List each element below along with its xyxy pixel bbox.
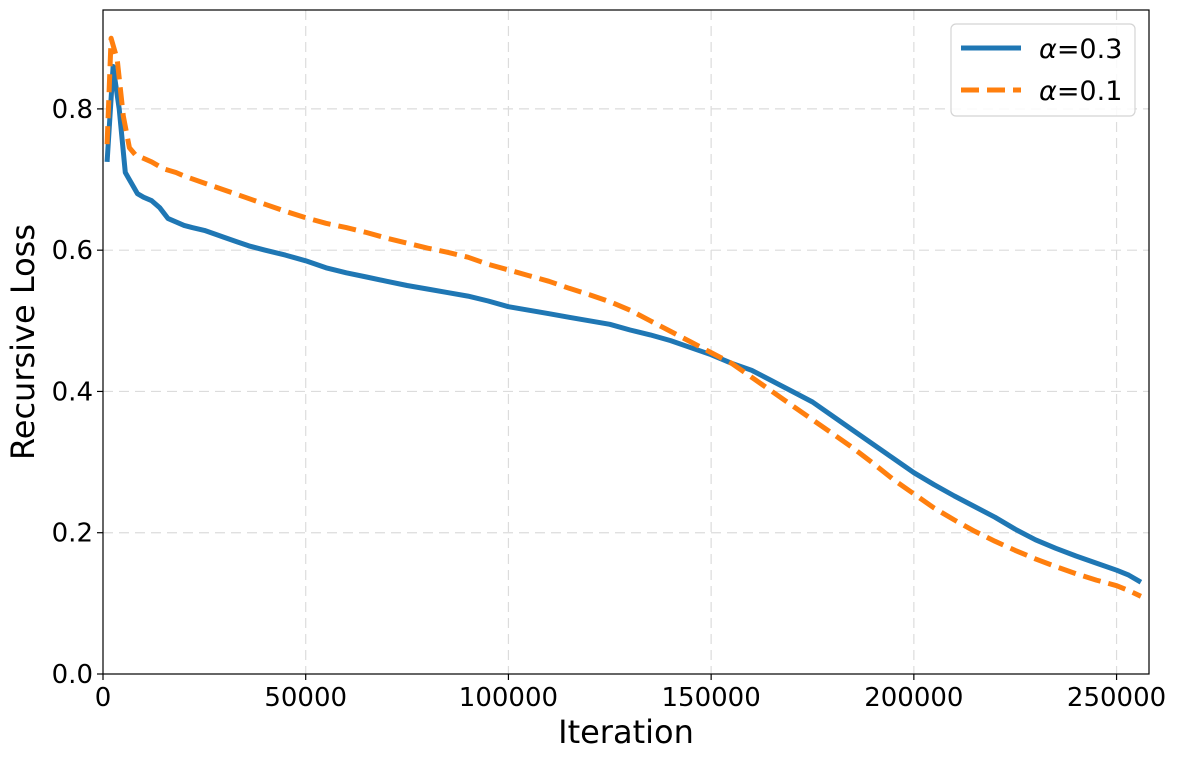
plot-frame <box>102 9 1150 675</box>
y-tick-label-0: 0.0 <box>52 660 93 690</box>
series-line-0 <box>104 64 1143 585</box>
y-tick-label-1: 0.2 <box>52 519 93 549</box>
legend-symbol-0: α <box>1039 34 1057 65</box>
y-axis-title: Recursive Loss <box>4 224 42 460</box>
x-tick-label-0: 0 <box>95 683 112 713</box>
y-tick-label-3: 0.6 <box>52 236 93 266</box>
legend-symbol-1: α <box>1039 76 1057 107</box>
legend-value-0: =0.3 <box>1057 34 1123 65</box>
series-line-1 <box>104 35 1142 599</box>
legend-label-1: α=0.1 <box>1039 76 1122 107</box>
x-axis-title: Iteration <box>558 713 694 751</box>
x-tick-label-3: 150000 <box>662 683 761 713</box>
series-lines <box>104 35 1143 599</box>
y-tick-label-2: 0.4 <box>52 377 93 407</box>
legend: α=0.3α=0.1 <box>950 23 1136 117</box>
x-tick-label-2: 100000 <box>459 683 558 713</box>
y-tick-label-4: 0.8 <box>52 95 93 125</box>
axis-ticks: 0 50000 100000 150000 200000 250000 0.0 0.2 0.4 0… <box>52 95 1167 713</box>
x-tick-label-1: 50000 <box>264 683 347 713</box>
legend-value-1: =0.1 <box>1057 76 1123 107</box>
x-tick-label-4: 200000 <box>864 683 963 713</box>
x-tick-label-5: 250000 <box>1067 683 1166 713</box>
legend-label-0: α=0.3 <box>1039 34 1122 65</box>
